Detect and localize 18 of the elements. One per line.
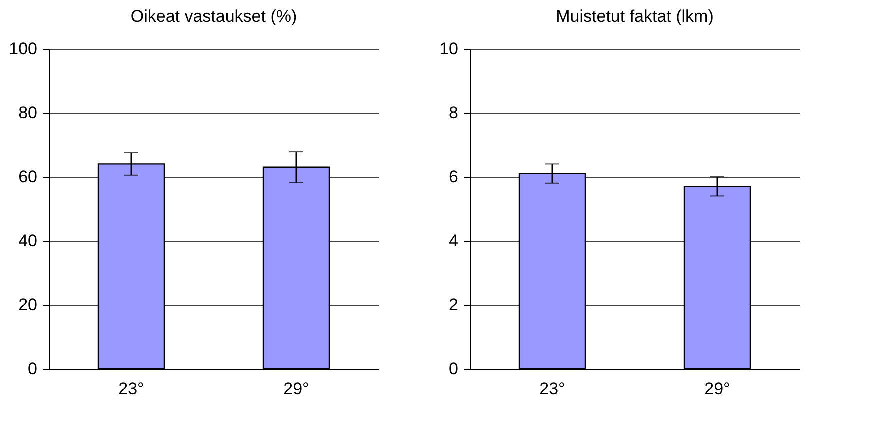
y-tick-label: 80 <box>18 104 38 122</box>
y-tick-label: 40 <box>18 232 38 250</box>
chart-title: Oikeat vastaukset (%) <box>130 7 298 26</box>
y-tick-label: 2 <box>449 296 458 314</box>
y-tick-label: 20 <box>18 296 38 314</box>
y-tick-label: 0 <box>449 360 458 378</box>
y-tick-label: 0 <box>28 360 38 378</box>
y-tick-label: 6 <box>449 168 458 186</box>
y-tick-label: 4 <box>449 232 458 250</box>
y-tick-label: 10 <box>440 40 458 58</box>
x-tick-label: 23° <box>118 380 144 398</box>
x-tick-label: 29° <box>704 380 730 398</box>
chart-title: Muistetut faktat (lkm) <box>556 7 714 26</box>
x-tick-label: 29° <box>284 380 310 398</box>
y-tick-label: 100 <box>9 40 38 58</box>
y-tick-label: 60 <box>18 168 38 186</box>
y-tick-label: 8 <box>449 104 458 122</box>
x-tick-label: 23° <box>540 380 566 398</box>
